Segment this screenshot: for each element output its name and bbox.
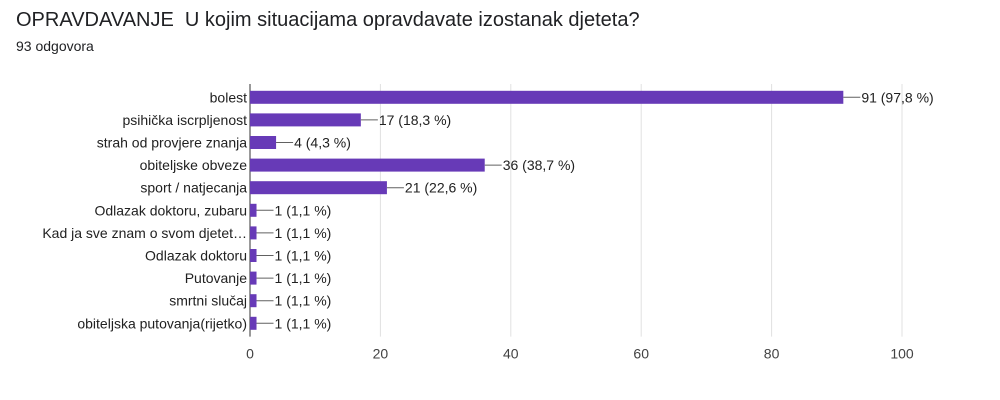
- response-count: 93 odgovora: [16, 38, 94, 54]
- data-label: 17 (18,3 %): [379, 112, 451, 128]
- x-tick-label: 80: [764, 346, 780, 362]
- x-tick-label: 100: [890, 346, 914, 362]
- x-tick-label: 60: [633, 346, 649, 362]
- data-label: 1 (1,1 %): [275, 202, 332, 218]
- bar: [250, 136, 277, 149]
- bar: [250, 316, 257, 330]
- data-label: 1 (1,1 %): [275, 270, 332, 286]
- data-label: 21 (22,6 %): [405, 180, 477, 196]
- bar: [250, 181, 387, 195]
- chart-title: OPRAVDAVANJE U kojim situacijama opravda…: [16, 9, 640, 31]
- data-label: 4 (4,3 %): [294, 135, 351, 151]
- data-label: 36 (38,7 %): [503, 157, 575, 173]
- category-label: strah od provjere znanja: [97, 135, 247, 151]
- bar: [250, 113, 361, 127]
- category-label: smrtni slučaj: [169, 293, 247, 309]
- data-label: 1 (1,1 %): [275, 315, 332, 331]
- category-label: psihička iscrpljenost: [123, 112, 248, 128]
- x-tick-label: 0: [246, 346, 254, 362]
- data-label: 1 (1,1 %): [275, 293, 332, 309]
- category-label: Putovanje: [185, 270, 247, 286]
- category-label: bolest: [210, 89, 247, 105]
- bars: [250, 90, 861, 330]
- category-label: obiteljska putovanja(rijetko): [77, 315, 247, 331]
- category-label: Odlazak doktoru: [145, 248, 247, 264]
- data-label: 1 (1,1 %): [275, 225, 332, 241]
- bar: [250, 203, 257, 217]
- bar: [250, 294, 257, 308]
- labels: 0 20 40 60 80 100 bolest 91 (97,8 %) psihička is…: [42, 89, 933, 361]
- x-tick-label: 40: [503, 346, 519, 362]
- category-label: obiteljske obveze: [140, 157, 248, 173]
- bar: [250, 249, 257, 262]
- category-label: Odlazak doktoru, zubaru: [94, 202, 247, 218]
- category-label: sport / natjecanja: [140, 180, 247, 196]
- x-tick-label: 20: [373, 346, 389, 362]
- category-label: Kad ja sve znam o svom djetet…: [42, 225, 247, 241]
- bar: [250, 271, 257, 285]
- bar: [250, 158, 485, 172]
- data-label: 91 (97,8 %): [861, 89, 933, 105]
- data-label: 1 (1,1 %): [275, 248, 332, 264]
- bar: [250, 90, 844, 104]
- bar: [250, 226, 257, 240]
